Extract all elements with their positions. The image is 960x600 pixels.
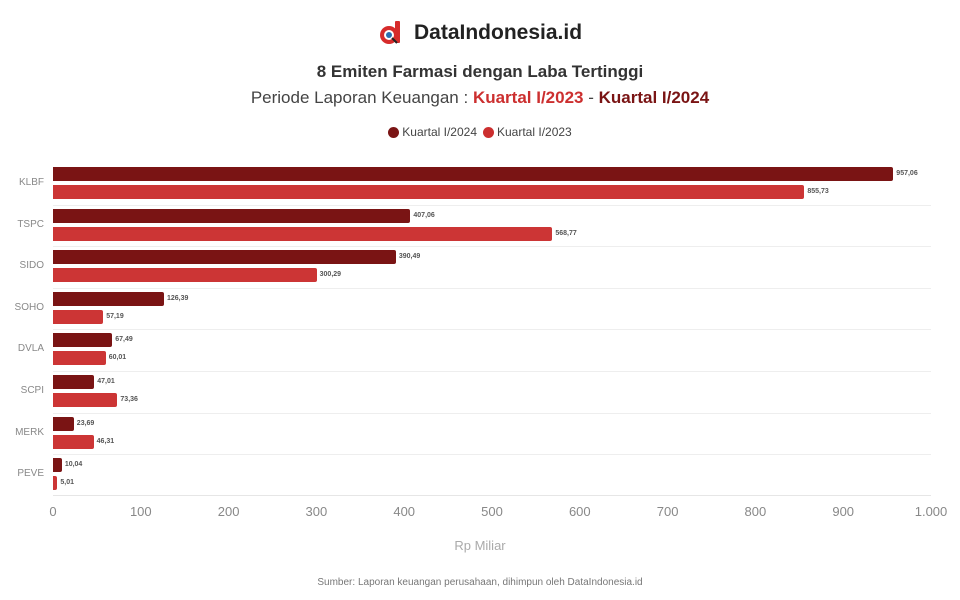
legend-dot-icon (388, 126, 400, 138)
value-label: 46,31 (96, 437, 115, 445)
category-label: SCPI (20, 385, 44, 396)
bar-scpi-2023[interactable] (53, 393, 118, 407)
value-label: 60,01 (108, 354, 127, 362)
category-label: PEVE (17, 468, 44, 480)
value-label: 855,73 (807, 188, 829, 195)
brand-name: DataIndonesia.id (413, 21, 583, 44)
gridline (53, 412, 931, 414)
legend: Kuartal I/2024 Kuartal I/2023 (0, 125, 960, 139)
bar-dvla-2024[interactable] (53, 333, 113, 348)
bar-soho-2024[interactable] (53, 291, 164, 306)
value-label: 47,01 (97, 378, 115, 385)
x-tick-label: 400 (393, 504, 416, 519)
subtitle-separator: - (583, 88, 599, 107)
value-label: 10,04 (64, 461, 83, 469)
x-tick-label: 800 (744, 504, 767, 519)
category-label: SIDO (19, 260, 44, 272)
value-label: 57,19 (106, 312, 124, 320)
value-label: 5,01 (60, 479, 75, 487)
x-tick-label: 1.000 (914, 504, 948, 519)
x-tick-label: 900 (832, 504, 855, 519)
bar-tspc-2023[interactable] (53, 226, 553, 241)
bar-soho-2023[interactable] (53, 309, 104, 324)
x-tick-label: 100 (129, 504, 152, 519)
x-tick-label: 300 (305, 504, 328, 519)
bar-scpi-2024[interactable] (53, 375, 95, 389)
dataindonesia-logo-icon (378, 20, 404, 46)
chart-title: 8 Emiten Farmasi dengan Laba Tertinggi (316, 62, 644, 81)
legend-item-2023[interactable]: Kuartal I/2023 (483, 125, 572, 139)
category-label: MERK (15, 426, 44, 438)
gridline (53, 329, 931, 331)
category-label: SOHO (14, 301, 44, 313)
gridline (53, 246, 931, 248)
category-label: TSPC (17, 218, 44, 230)
bar-peve-2024[interactable] (53, 458, 62, 473)
bar-sido-2023[interactable] (53, 268, 317, 283)
gridline (53, 204, 931, 206)
subtitle-period-2023: Kuartal I/2023 (472, 88, 584, 107)
bar-peve-2023[interactable] (53, 476, 58, 491)
brand-header: DataIndonesia.id (0, 20, 960, 46)
chart-subtitle: Periode Laporan Keuangan : Kuartal I/202… (0, 88, 960, 108)
legend-item-2024[interactable]: Kuartal I/2024 (388, 125, 477, 139)
category-label: DVLA (17, 343, 44, 355)
value-label: 300,29 (319, 271, 342, 279)
source-note: Sumber: Laporan keuangan perusahaan, dih… (317, 577, 643, 588)
gridline (53, 287, 931, 289)
bar-klbf-2024[interactable] (53, 167, 894, 181)
value-label: 23,69 (76, 419, 95, 427)
bar-dvla-2023[interactable] (53, 351, 106, 366)
x-tick-label: 500 (481, 504, 503, 519)
gridline (53, 454, 931, 456)
bar-sido-2024[interactable] (53, 250, 396, 265)
legend-label: Kuartal I/2024 (402, 125, 477, 139)
bar-tspc-2024[interactable] (53, 208, 411, 223)
value-label: 73,36 (120, 396, 138, 403)
value-label: 407,06 (413, 211, 435, 219)
bar-merk-2023[interactable] (53, 434, 94, 449)
bar-merk-2024[interactable] (53, 416, 74, 431)
category-label: KLBF (18, 177, 44, 188)
legend-label: Kuartal I/2023 (497, 125, 572, 139)
value-label: 957,06 (896, 170, 918, 177)
x-tick-label: 200 (217, 504, 240, 519)
x-tick-label: 600 (568, 504, 591, 519)
value-label: 67,49 (115, 336, 133, 344)
gridline (53, 371, 931, 372)
x-tick-label: 700 (656, 504, 679, 519)
x-axis-line (53, 495, 931, 496)
bar-klbf-2023[interactable] (53, 185, 805, 199)
x-tick-label: 0 (49, 504, 57, 519)
legend-dot-icon (483, 126, 494, 138)
value-label: 390,49 (398, 253, 421, 261)
value-label: 126,39 (166, 294, 189, 302)
x-axis-label: Rp Miliar (454, 538, 506, 553)
subtitle-prefix: Periode Laporan Keuangan : (250, 88, 473, 107)
subtitle-period-2024: Kuartal I/2024 (598, 88, 710, 107)
value-label: 568,77 (555, 229, 577, 237)
